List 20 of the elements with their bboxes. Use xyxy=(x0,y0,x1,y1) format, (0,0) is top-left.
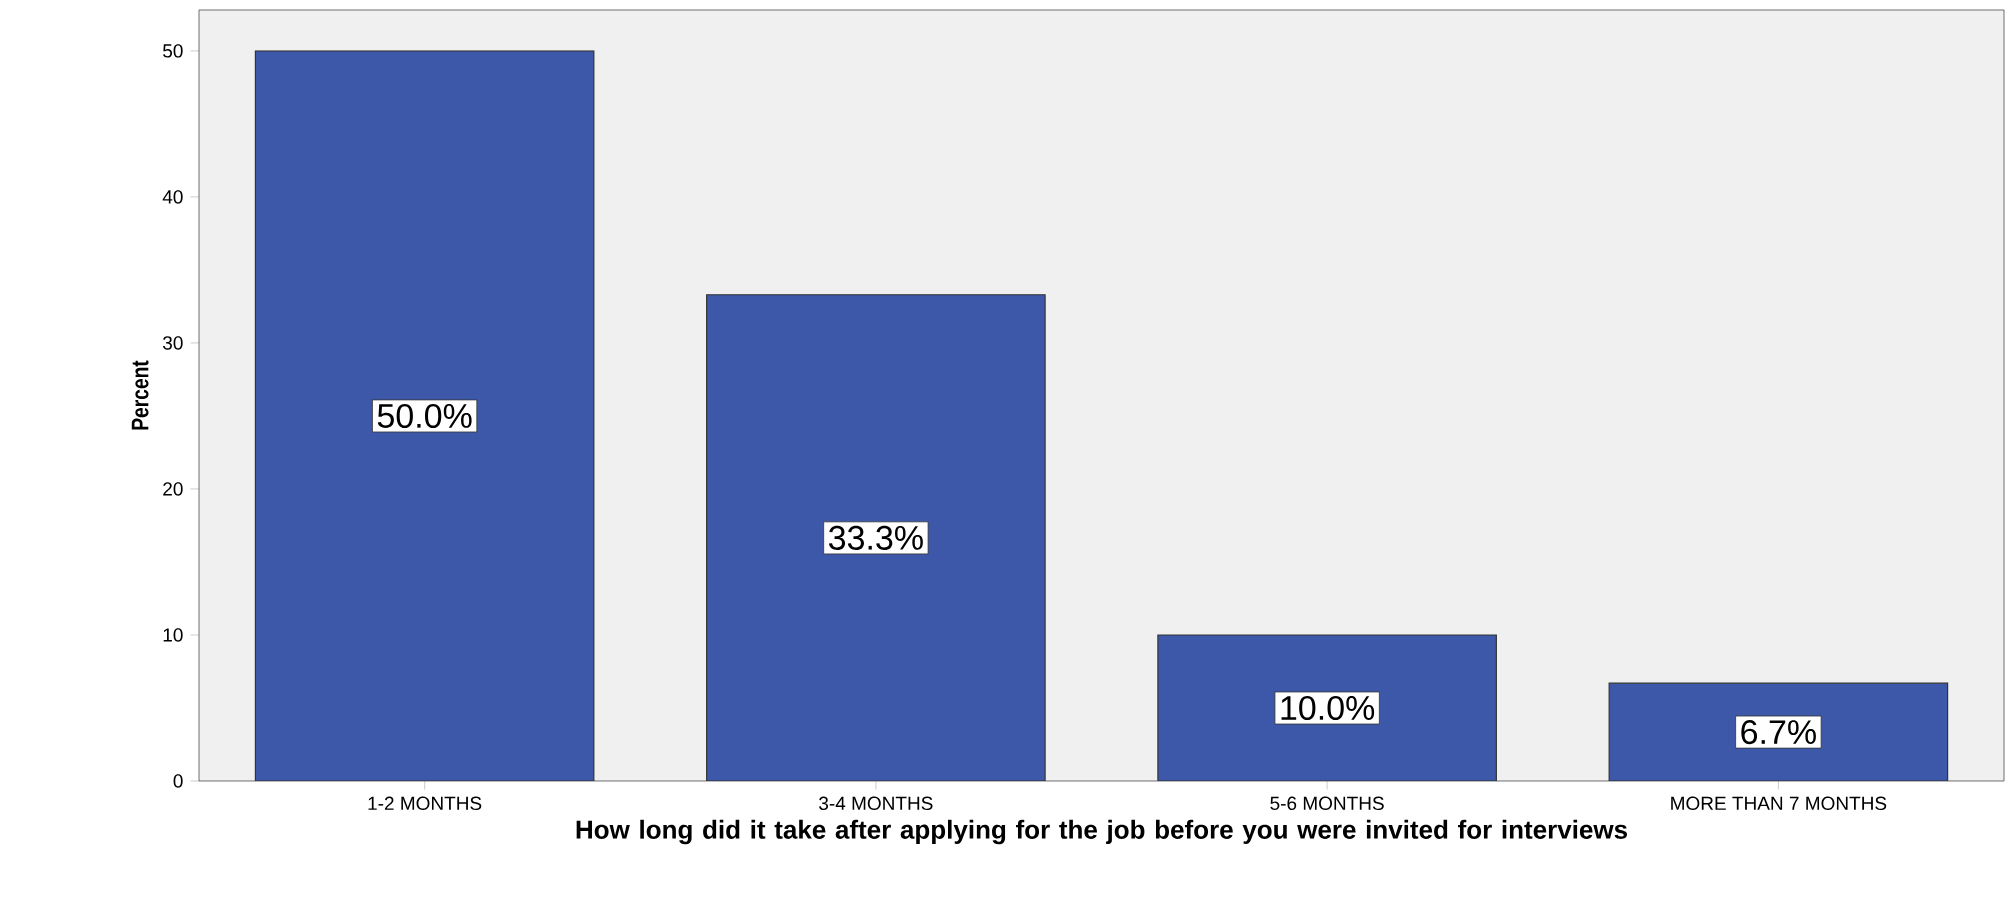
x-axis-title: How long did it take after applying for the job before you were invited for interviews xyxy=(576,819,1627,845)
data-label: 33.3% xyxy=(828,525,923,550)
x-tick-label: 3-4 MONTHS xyxy=(819,796,933,811)
y-axis-title: Percent xyxy=(131,360,149,430)
data-label: 50.0% xyxy=(377,403,472,428)
bar xyxy=(1608,682,1949,781)
bar xyxy=(1157,634,1497,781)
x-tick-label: 5-6 MONTHS xyxy=(1270,796,1384,811)
y-tick-label: 20 xyxy=(163,482,183,496)
data-label: 10.0% xyxy=(1281,695,1375,721)
y-tick-label: 40 xyxy=(162,190,183,204)
y-tick-label: 50 xyxy=(163,44,183,58)
y-tick-label: 10 xyxy=(163,628,183,642)
x-tick-label: MORE THAN 7 MONTHS xyxy=(1671,796,1887,811)
x-tick-label: 1-2 MONTHS xyxy=(368,796,482,811)
data-label: 6.7% xyxy=(1741,720,1816,745)
y-tick-label: 0 xyxy=(173,774,183,788)
y-tick-label: 30 xyxy=(162,336,183,350)
bar xyxy=(706,294,1046,781)
bar xyxy=(255,50,594,781)
